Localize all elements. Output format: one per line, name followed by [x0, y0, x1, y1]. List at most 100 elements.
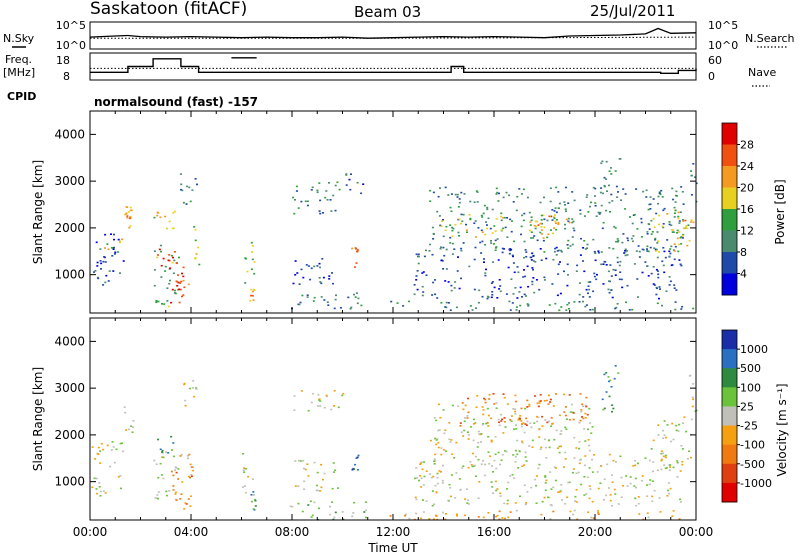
- power-cell: [492, 261, 494, 263]
- power-cell: [510, 230, 513, 233]
- power-cell: [458, 218, 461, 221]
- velocity-cell: [665, 436, 667, 439]
- power-cell: [413, 293, 416, 296]
- power-cell: [616, 238, 619, 240]
- power-cell: [484, 272, 487, 274]
- power-cell: [675, 190, 678, 193]
- power-cell: [181, 272, 183, 275]
- velocity-cell: [172, 442, 175, 444]
- velocity-cell: [297, 502, 300, 505]
- power-colorbar-segment: [722, 187, 737, 210]
- velocity-cell: [477, 430, 480, 433]
- power-cell: [555, 186, 558, 189]
- power-cell: [553, 227, 556, 229]
- velocity-cell: [183, 382, 186, 385]
- power-cell: [521, 214, 524, 217]
- velocity-colorbar-segment: [722, 349, 737, 369]
- power-cell: [530, 237, 533, 239]
- velocity-cell: [170, 435, 173, 438]
- power-cell: [571, 218, 574, 220]
- velocity-cell: [590, 516, 593, 519]
- power-cell: [567, 220, 570, 223]
- velocity-cell: [521, 440, 524, 443]
- power-cell: [348, 178, 351, 181]
- velocity-cell: [316, 489, 319, 492]
- power-cell: [525, 255, 528, 258]
- power-cell: [417, 255, 420, 258]
- power-cell: [673, 216, 676, 218]
- power-cell: [431, 226, 434, 229]
- velocity-colorbar-segment: [722, 406, 737, 426]
- power-cell: [511, 302, 514, 304]
- power-cell: [169, 267, 172, 269]
- velocity-ytick-label: 1000: [54, 475, 85, 489]
- velocity-cell: [572, 513, 575, 516]
- power-cell: [509, 309, 512, 311]
- power-cell: [542, 239, 545, 242]
- power-cell: [506, 217, 509, 219]
- velocity-colorbar-segment: [722, 330, 737, 350]
- power-cell: [587, 292, 589, 295]
- power-cell: [565, 210, 567, 212]
- power-cell: [617, 191, 619, 193]
- power-cell: [559, 292, 562, 295]
- power-cell: [646, 265, 649, 267]
- velocity-cell: [502, 393, 505, 395]
- velocity-cell: [423, 475, 426, 478]
- power-cell: [588, 296, 591, 298]
- velocity-cell: [503, 502, 506, 505]
- power-cell: [586, 194, 589, 196]
- power-cell: [350, 173, 352, 175]
- power-cell: [484, 244, 487, 246]
- power-cell: [502, 196, 505, 199]
- power-cell: [445, 301, 448, 304]
- power-cell: [584, 248, 587, 250]
- power-cell: [650, 219, 653, 222]
- power-cell: [512, 255, 514, 258]
- power-cell: [107, 248, 110, 251]
- velocity-cell: [556, 447, 559, 449]
- power-cell: [604, 261, 607, 263]
- velocity-cell: [436, 476, 439, 479]
- velocity-cell: [242, 469, 245, 471]
- velocity-cell: [130, 425, 133, 427]
- velocity-cell: [442, 448, 445, 451]
- power-cell: [121, 238, 123, 241]
- power-cell: [653, 226, 656, 228]
- power-cell: [656, 287, 658, 290]
- velocity-cell: [294, 460, 297, 462]
- power-cell: [682, 233, 685, 236]
- power-cell: [694, 176, 696, 178]
- velocity-cell: [494, 453, 497, 456]
- power-cell: [251, 258, 254, 261]
- power-cell: [458, 235, 461, 237]
- velocity-cell: [310, 516, 313, 518]
- power-cell: [628, 309, 631, 311]
- power-cell: [168, 220, 171, 223]
- power-cell: [128, 217, 131, 220]
- velocity-cell: [301, 510, 304, 513]
- power-cell: [444, 306, 447, 308]
- velocity-cell: [540, 446, 543, 449]
- velocity-cell: [493, 403, 496, 405]
- velocity-cell: [514, 408, 517, 410]
- power-cell: [599, 211, 602, 214]
- velocity-cell: [254, 505, 257, 507]
- power-cell: [322, 276, 325, 279]
- power-cell: [516, 195, 519, 198]
- power-cell: [306, 296, 309, 298]
- power-cell: [250, 288, 253, 291]
- velocity-cell: [420, 517, 423, 520]
- power-cell: [334, 184, 337, 187]
- power-cell: [468, 265, 471, 268]
- velocity-cell: [364, 509, 367, 512]
- power-cell: [474, 246, 477, 249]
- velocity-cell: [664, 467, 667, 470]
- velocity-cell: [464, 404, 467, 407]
- velocity-cell: [440, 447, 443, 449]
- velocity-cell: [591, 500, 594, 503]
- velocity-cell: [619, 455, 622, 458]
- power-cell: [674, 209, 677, 212]
- velocity-cell: [554, 393, 557, 395]
- velocity-cell: [637, 502, 640, 505]
